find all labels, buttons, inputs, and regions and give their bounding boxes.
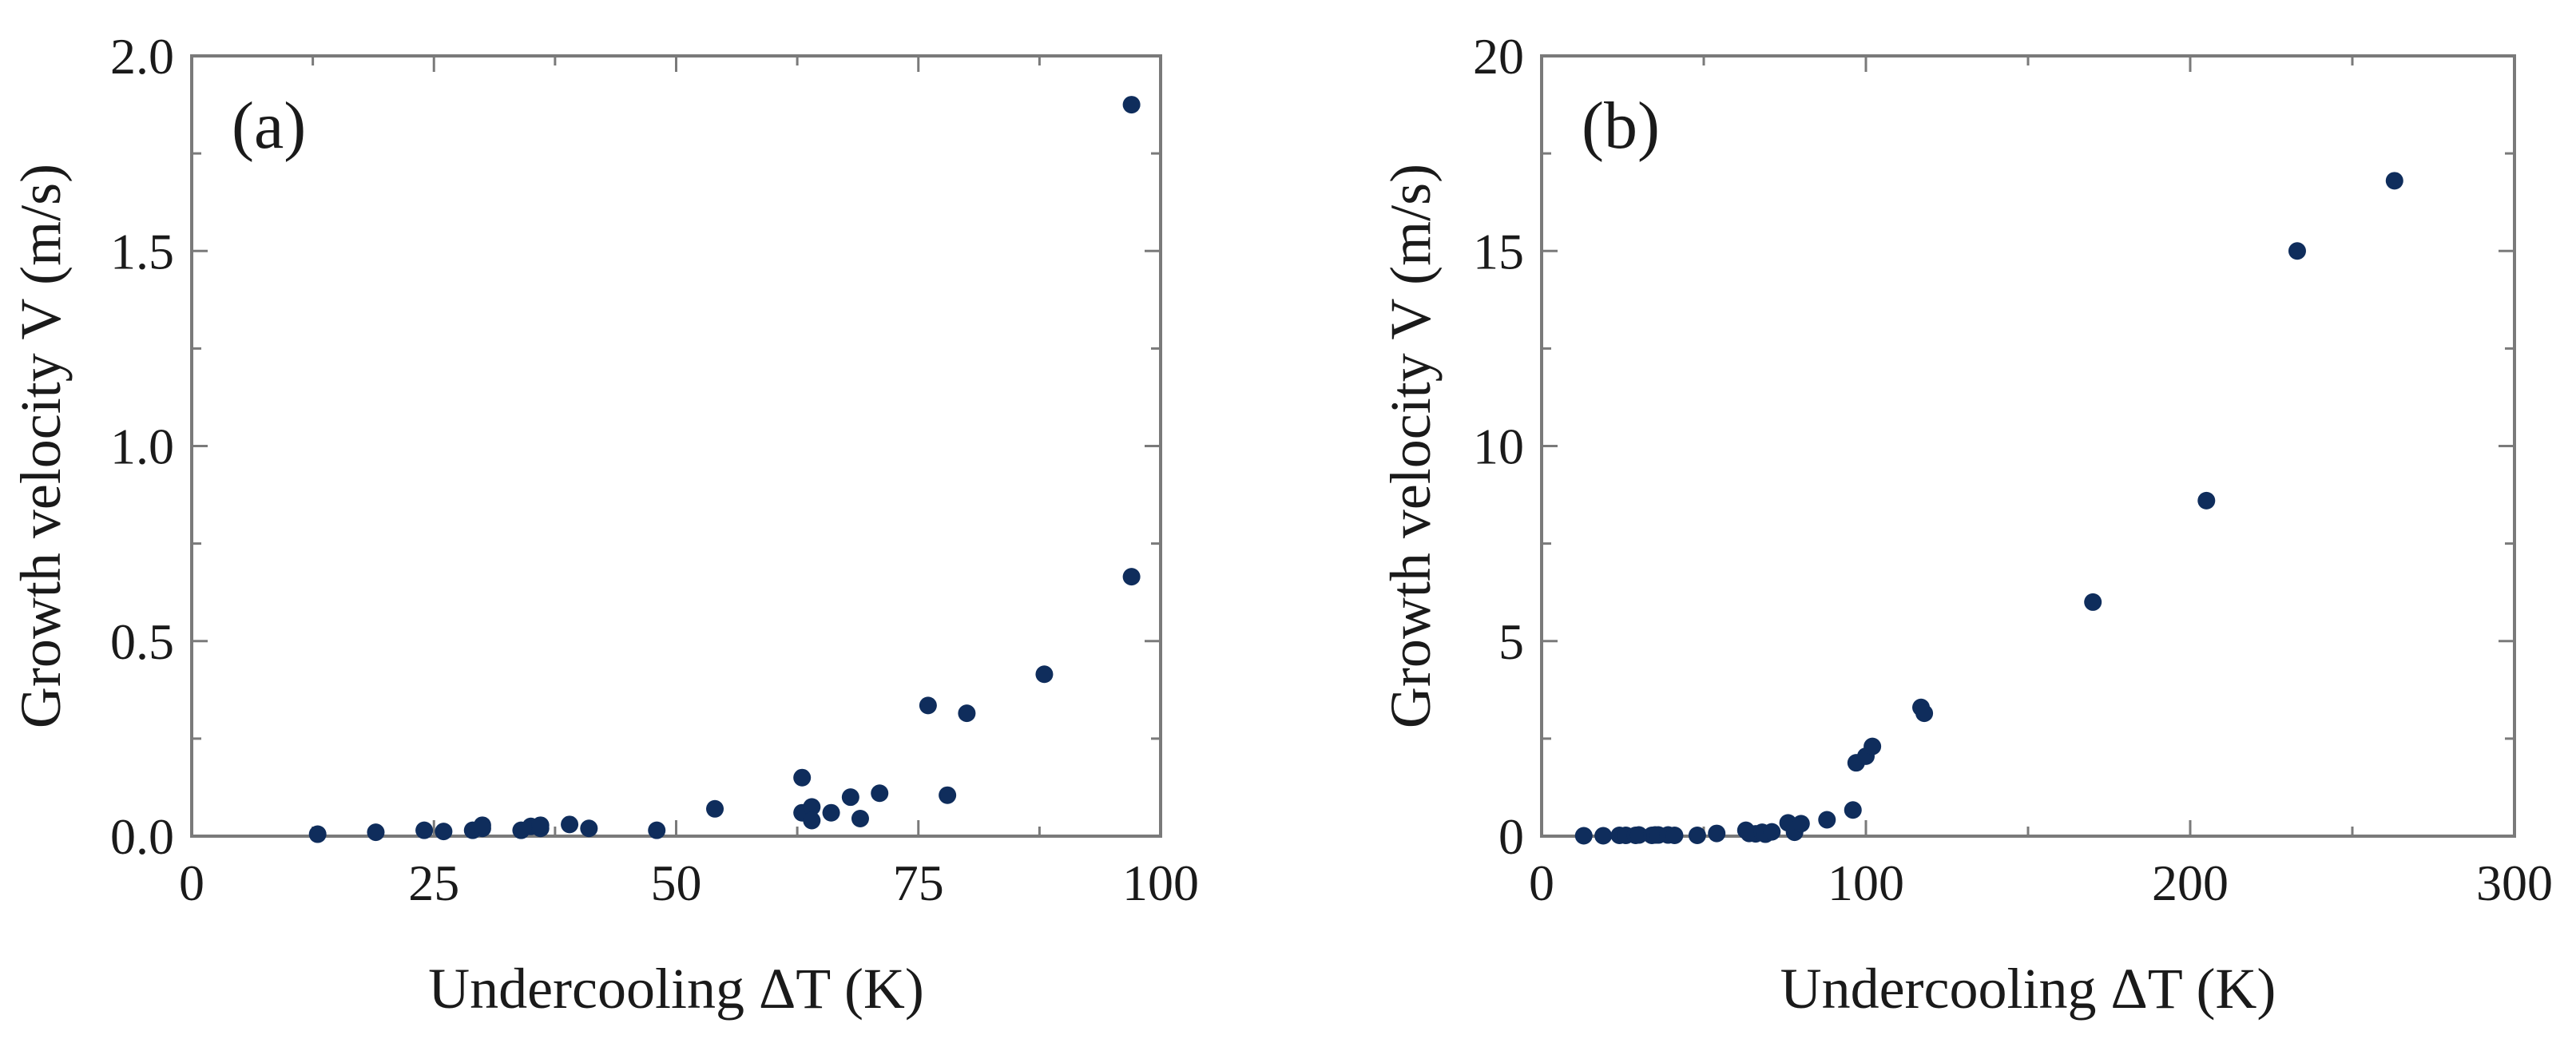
data-point: [473, 816, 491, 835]
data-point: [1792, 815, 1810, 833]
x-tick-label: 300: [2476, 855, 2553, 911]
data-point: [803, 798, 821, 816]
data-point: [1708, 824, 1726, 843]
data-point: [803, 811, 821, 830]
x-tick-label: 100: [1828, 855, 1904, 911]
data-point: [1035, 665, 1054, 684]
data-point: [2288, 242, 2306, 260]
data-point: [531, 816, 550, 835]
y-tick-label: 15: [1473, 223, 1524, 280]
data-point: [435, 823, 453, 841]
data-point: [1915, 704, 1934, 723]
x-tick-label: 0: [179, 855, 204, 911]
data-point: [1763, 823, 1781, 841]
data-point: [1629, 826, 1648, 844]
data-point: [822, 803, 840, 822]
data-point: [851, 810, 869, 828]
data-point: [2197, 491, 2216, 510]
data-point: [1688, 827, 1706, 845]
data-point: [793, 768, 812, 787]
data-point: [1122, 96, 1141, 114]
data-point: [367, 823, 385, 842]
x-tick-label: 0: [1529, 855, 1554, 911]
data-point: [580, 819, 598, 838]
data-point: [2084, 593, 2102, 611]
data-point: [2385, 172, 2403, 190]
data-point: [648, 821, 666, 839]
data-point: [1844, 801, 1862, 819]
data-point: [1574, 827, 1593, 845]
y-tick-label: 0.0: [110, 808, 174, 865]
data-point: [706, 799, 724, 818]
y-tick-label: 0.5: [110, 613, 174, 670]
x-tick-label: 25: [408, 855, 459, 911]
x-tick-label: 100: [1122, 855, 1199, 911]
y-tick-label: 2.0: [110, 28, 174, 85]
data-point: [561, 815, 579, 834]
y-axis-label: Growth velocity V (m/s): [1379, 164, 1443, 728]
data-point: [958, 704, 976, 723]
data-point: [308, 825, 327, 843]
y-tick-label: 10: [1473, 418, 1524, 475]
data-point: [871, 784, 889, 803]
y-tick-label: 1.0: [110, 418, 174, 475]
data-point: [1122, 568, 1141, 586]
panel-b: 0 100 200 300 0 5 10 15 20 Undercooling ΔT (K) Gro…: [1379, 28, 2553, 1021]
data-point: [1818, 811, 1836, 829]
panel-a: 0 25 50 75 100 0.0 0.5 1.0 1.5 2.0 Undercooling ΔT…: [9, 28, 1199, 1021]
x-tick-label: 200: [2152, 855, 2229, 911]
panel-label: (b): [1582, 89, 1660, 163]
y-tick-label: 5: [1498, 613, 1524, 670]
y-tick-label: 1.5: [110, 223, 174, 280]
data-point: [939, 786, 957, 804]
data-point: [919, 696, 937, 715]
data-point: [1864, 737, 1882, 755]
data-point: [1665, 827, 1684, 845]
y-axis-label: Growth velocity V (m/s): [9, 164, 73, 728]
y-tick-label: 0: [1498, 808, 1524, 865]
x-axis-label: Undercooling ΔT (K): [1780, 957, 2276, 1021]
data-point: [841, 788, 859, 807]
x-tick-label: 75: [893, 855, 944, 911]
plot-frame: [190, 54, 1162, 838]
data-point: [415, 821, 434, 839]
y-tick-label: 20: [1473, 28, 1524, 85]
x-axis-label: Undercooling ΔT (K): [428, 957, 924, 1021]
x-tick-label: 50: [651, 855, 702, 911]
plot-frame: [1540, 54, 2516, 838]
data-point: [1594, 827, 1613, 845]
panel-label: (a): [232, 89, 306, 163]
